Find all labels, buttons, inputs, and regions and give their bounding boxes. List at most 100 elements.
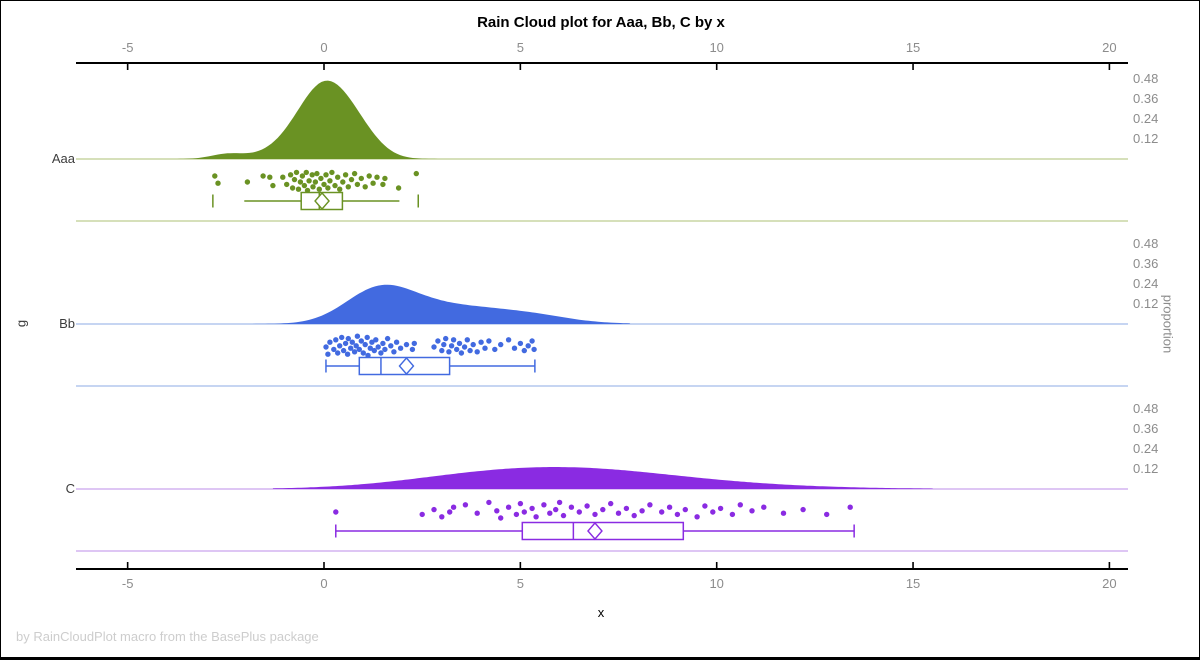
rain-point: [380, 181, 386, 188]
rain-point: [556, 499, 563, 506]
rain-point: [393, 339, 400, 345]
rain-point: [344, 351, 351, 357]
x-tick-label-bottom: 0: [320, 576, 328, 591]
rain-point: [378, 350, 384, 356]
rain-point: [461, 344, 468, 350]
proportion-tick-label: 0.24: [1133, 111, 1159, 126]
rain-point: [340, 179, 346, 185]
rain-point: [462, 502, 469, 508]
rain-point: [474, 510, 480, 516]
rain-point: [364, 334, 370, 341]
rain-point: [348, 345, 354, 351]
x-tick-label-top: 15: [905, 40, 921, 55]
rain-point: [749, 508, 755, 514]
rain-point: [323, 344, 329, 350]
rain-point: [494, 508, 500, 514]
rain-point: [309, 172, 315, 178]
rain-point: [345, 184, 351, 190]
rain-point: [467, 347, 473, 354]
rain-point: [531, 346, 537, 353]
rain-point: [370, 180, 376, 186]
rain-point: [505, 337, 512, 343]
proportion-tick-label: 0.24: [1133, 441, 1159, 456]
rain-point: [353, 343, 359, 349]
proportion-tick-label: 0.36: [1133, 421, 1159, 436]
rain-point: [325, 185, 331, 191]
x-tick-label-top: -5: [121, 40, 134, 55]
x-tick-label-top: 20: [1102, 40, 1117, 55]
rain-point: [388, 343, 394, 349]
rain-point: [511, 345, 518, 351]
rain-point: [287, 172, 294, 178]
density-cloud-bb: [249, 284, 631, 324]
rain-point: [761, 504, 767, 510]
x-tick-label-top: 10: [709, 40, 724, 55]
rain-point: [454, 346, 460, 353]
rain-point: [666, 504, 673, 510]
rain-point: [717, 505, 724, 512]
proportion-tick-label: 0.12: [1133, 296, 1159, 311]
x-axis-label: x: [597, 605, 605, 620]
x-tick-label-bottom: 20: [1102, 576, 1117, 591]
proportion-tick-label: 0.12: [1133, 461, 1159, 476]
rain-point: [450, 504, 457, 510]
rain-point: [458, 350, 465, 356]
rain-point: [342, 172, 349, 178]
rain-point: [331, 346, 337, 353]
rain-point: [592, 511, 598, 518]
rain-point: [270, 182, 276, 189]
rain-point: [358, 175, 364, 182]
rain-point: [521, 347, 527, 354]
rain-point: [374, 174, 380, 180]
rain-point: [297, 179, 304, 185]
rain-point: [280, 174, 286, 180]
rain-point: [411, 340, 417, 347]
density-cloud-c: [272, 467, 933, 489]
proportion-tick-label: 0.36: [1133, 256, 1159, 271]
rain-point: [316, 186, 322, 192]
proportion-axis-label: proportion: [1160, 294, 1176, 354]
rain-point: [371, 347, 377, 354]
rain-point: [314, 170, 320, 177]
rain-point: [351, 170, 358, 177]
rain-point: [310, 184, 316, 190]
rain-point: [335, 350, 341, 356]
footer-note: by RainCloudPlot macro from the BasePlus…: [16, 629, 319, 644]
rain-point: [456, 340, 463, 347]
rain-point: [395, 185, 402, 191]
rain-point: [486, 499, 492, 506]
rain-point: [529, 505, 535, 512]
rain-point: [780, 510, 787, 516]
rain-point: [342, 340, 349, 347]
rain-point: [345, 335, 351, 342]
rain-point: [464, 337, 470, 343]
rain-point: [284, 181, 290, 188]
rain-point: [576, 509, 582, 515]
rain-point: [212, 173, 218, 179]
rain-point: [382, 175, 388, 182]
rain-point: [348, 176, 355, 183]
rain-point: [375, 344, 381, 350]
x-tick-label-bottom: -5: [121, 576, 134, 591]
rain-point: [312, 179, 319, 185]
rain-point: [435, 338, 441, 344]
rain-point: [356, 346, 362, 353]
rain-point: [360, 350, 366, 356]
rain-point: [327, 339, 333, 345]
rain-point: [369, 339, 375, 345]
rain-point: [450, 337, 457, 343]
rain-point: [478, 339, 484, 345]
proportion-tick-label: 0.12: [1133, 131, 1159, 146]
rain-point: [710, 509, 716, 515]
rain-point: [659, 509, 665, 515]
group-axis-label: g: [13, 319, 29, 328]
density-cloud-aaa: [170, 80, 462, 159]
rain-point: [505, 504, 512, 510]
rain-point: [354, 181, 361, 188]
rain-point: [354, 333, 361, 339]
rain-point: [448, 343, 455, 349]
rain-point: [547, 510, 553, 516]
rain-point: [447, 509, 453, 515]
